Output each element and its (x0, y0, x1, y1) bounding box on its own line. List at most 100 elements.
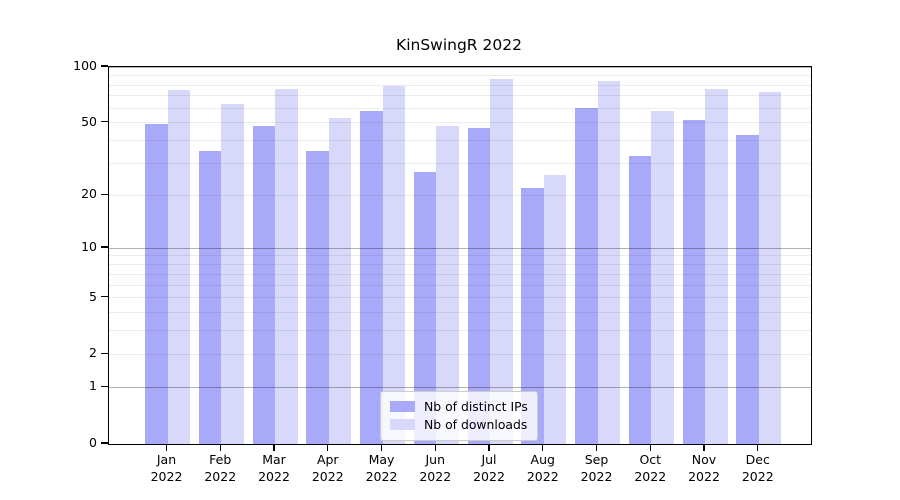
bar-downloads (543, 174, 567, 444)
x-tick-label-line: Nov (691, 452, 717, 467)
bar-distinct-ips (628, 155, 652, 444)
y-tick (101, 65, 108, 67)
bar-distinct-ips (521, 187, 544, 444)
y-tick-label: 0 (89, 435, 97, 450)
bar-downloads (221, 104, 244, 444)
minor-gridline (109, 273, 811, 275)
x-tick-label-line: 2022 (741, 468, 774, 484)
x-tick-label-line: Sep (584, 452, 609, 467)
x-tick (542, 444, 544, 451)
legend-label: Nb of distinct IPs (424, 398, 528, 414)
y-tick (101, 385, 108, 388)
x-tick-label-line: 2022 (419, 468, 452, 484)
major-gridline (109, 247, 811, 249)
minor-gridline (109, 194, 811, 196)
x-tick-label-line: Feb (209, 452, 232, 467)
x-tick (165, 444, 168, 451)
bar-downloads (758, 92, 782, 444)
bar-downloads (436, 126, 459, 444)
y-tick-label: 5 (89, 288, 97, 304)
bar-distinct-ips (145, 124, 168, 444)
minor-gridline (109, 107, 811, 109)
y-tick (101, 352, 108, 354)
x-tick-label: Mar 2022 (242, 452, 306, 485)
x-tick-label-line: Aug (530, 452, 555, 467)
x-tick (273, 444, 275, 451)
minor-gridline (109, 84, 811, 86)
x-tick-label-line: Oct (639, 452, 662, 467)
minor-gridline (109, 330, 811, 332)
major-gridline (109, 66, 811, 68)
x-tick-label: Oct 2022 (618, 452, 682, 485)
bar-distinct-ips (575, 108, 598, 444)
y-tick-label: 1 (89, 378, 97, 394)
x-tick-label-line: Apr (316, 452, 339, 467)
chart-title: KinSwingR 2022 (396, 36, 522, 54)
x-tick-label: Aug 2022 (511, 452, 575, 485)
legend-swatch (390, 419, 415, 431)
minor-gridline (109, 95, 811, 97)
minor-gridline (109, 284, 811, 286)
y-tick (101, 121, 108, 123)
x-tick-label-line: Jul (481, 452, 497, 467)
x-tick-label-line: 2022 (526, 468, 559, 484)
x-tick-label-line: 2022 (204, 468, 237, 484)
bar-distinct-ips (413, 171, 437, 444)
x-tick-label-line: Jun (425, 452, 446, 467)
legend-swatch (390, 400, 415, 412)
bar-distinct-ips (682, 119, 705, 444)
legend: Nb of distinct IPs Nb of downloads (380, 391, 538, 441)
bar-downloads (328, 118, 352, 444)
x-tick-label-line: 2022 (258, 468, 290, 484)
minor-gridline (109, 122, 811, 124)
x-tick (488, 444, 490, 451)
minor-gridline (109, 140, 811, 142)
x-tick-label-line: 2022 (311, 468, 344, 484)
bar-downloads (490, 79, 513, 444)
x-tick-label-line: 2022 (473, 468, 505, 484)
y-tick-label: 2 (89, 345, 97, 361)
bar-distinct-ips (360, 110, 383, 444)
x-tick-label-line: Jan (156, 452, 177, 467)
x-tick-label: Apr 2022 (296, 452, 360, 485)
bar-distinct-ips (467, 127, 490, 444)
x-tick-label: May 2022 (350, 452, 414, 485)
minor-gridline (109, 312, 811, 314)
y-tick-label: 10 (81, 239, 97, 255)
x-tick-label-line: 2022 (580, 468, 613, 484)
x-tick-label-line: May (368, 452, 395, 467)
x-tick (219, 444, 221, 451)
minor-gridline (109, 255, 811, 257)
bar-distinct-ips (736, 134, 759, 444)
minor-gridline (109, 75, 811, 77)
x-tick (595, 444, 598, 451)
bar-downloads (651, 110, 674, 444)
x-tick-label-line: 2022 (688, 468, 720, 484)
bar-distinct-ips (306, 151, 329, 444)
x-tick-label: Dec 2022 (726, 452, 790, 485)
minor-gridline (109, 297, 811, 299)
x-tick-label-line: Mar (262, 452, 286, 467)
x-tick (327, 444, 329, 451)
x-tick (380, 444, 383, 451)
y-tick (101, 442, 108, 444)
x-tick-label: Jun 2022 (403, 452, 467, 485)
bar-downloads (275, 89, 298, 444)
minor-gridline (109, 353, 811, 355)
x-tick-label-line: 2022 (150, 468, 183, 484)
legend-item: Nb of downloads (390, 416, 528, 435)
x-tick-label: Jul 2022 (457, 452, 521, 485)
y-tick-label: 50 (81, 113, 97, 129)
x-tick-label-line: 2022 (634, 468, 667, 484)
major-gridline (109, 386, 811, 388)
minor-gridline (109, 264, 811, 265)
y-tick-label: 100 (73, 58, 97, 73)
x-tick (649, 444, 651, 451)
plot-area: Nb of distinct IPs Nb of downloads (108, 66, 812, 445)
bar-downloads (167, 90, 190, 444)
x-tick (757, 444, 759, 451)
x-tick (703, 444, 705, 451)
x-tick-label-line: Dec (745, 452, 770, 467)
x-tick-label: Sep 2022 (565, 452, 629, 485)
